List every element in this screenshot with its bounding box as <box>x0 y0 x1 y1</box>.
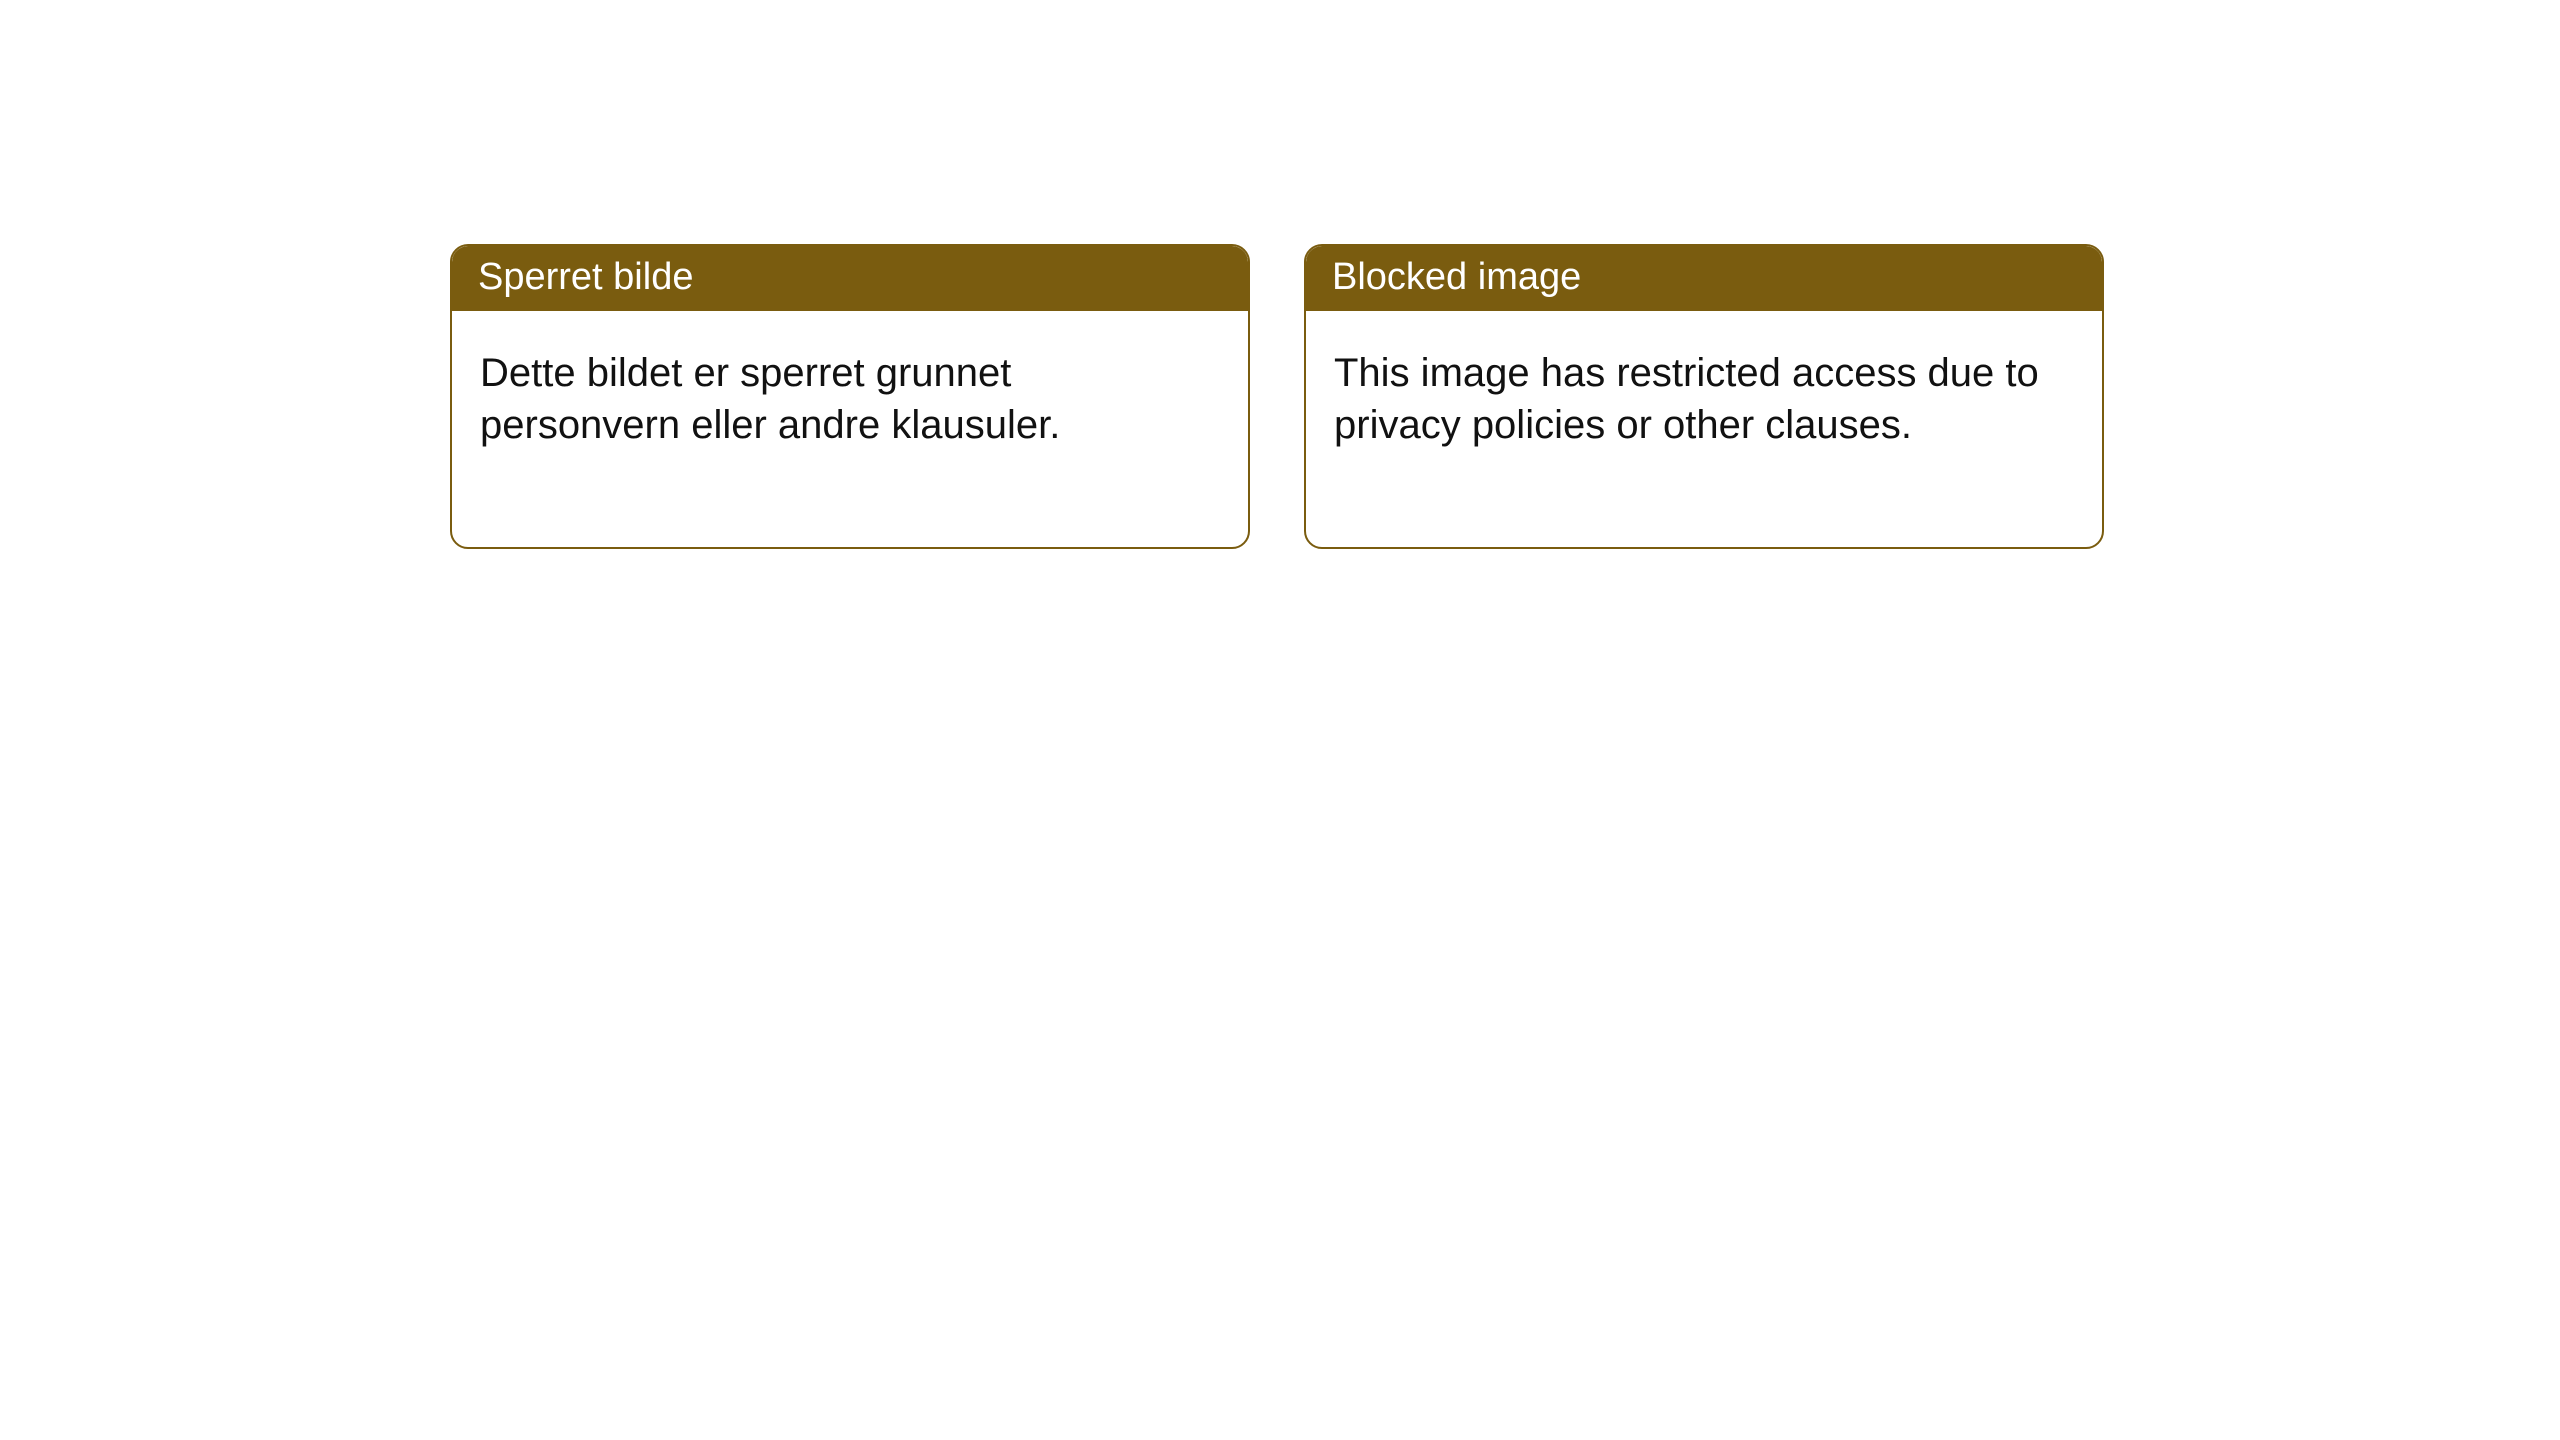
card-header: Blocked image <box>1306 246 2102 311</box>
card-container: Sperret bilde Dette bildet er sperret gr… <box>0 0 2560 549</box>
card-body: This image has restricted access due to … <box>1306 311 2102 547</box>
card-title: Sperret bilde <box>478 256 693 298</box>
card-body-text: This image has restricted access due to … <box>1334 351 2039 447</box>
card-body: Dette bildet er sperret grunnet personve… <box>452 311 1248 547</box>
card-title: Blocked image <box>1332 256 1581 298</box>
blocked-image-card-en: Blocked image This image has restricted … <box>1304 244 2104 549</box>
card-header: Sperret bilde <box>452 246 1248 311</box>
card-body-text: Dette bildet er sperret grunnet personve… <box>480 351 1060 447</box>
blocked-image-card-no: Sperret bilde Dette bildet er sperret gr… <box>450 244 1250 549</box>
